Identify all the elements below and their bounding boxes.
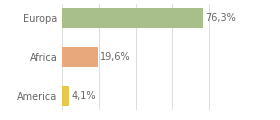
Text: 76,3%: 76,3% [205,13,235,24]
Bar [62,8,203,28]
Text: 19,6%: 19,6% [100,52,131,62]
Bar [62,47,98,67]
Bar [62,86,69,106]
Text: 4,1%: 4,1% [71,90,96,101]
